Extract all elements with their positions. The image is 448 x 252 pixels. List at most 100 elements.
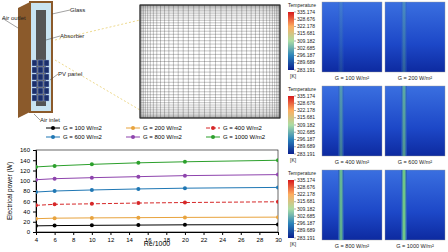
colorbar-tick — [294, 216, 296, 217]
colorbar-unit: [K] — [290, 241, 297, 247]
colorbar-label: 335.174 — [297, 93, 315, 99]
x-tick: 6 — [53, 232, 57, 243]
x-axis-title: Re/1000 — [144, 240, 171, 247]
panel-caption: G = 400 W/m² — [335, 159, 370, 165]
pv-cell — [38, 74, 43, 80]
x-tick-mark — [129, 232, 130, 235]
series-line — [36, 225, 278, 226]
colorbar-label: 296.187 — [297, 136, 315, 142]
y-tick-label: 60 — [23, 199, 30, 205]
series-marker — [136, 216, 140, 220]
y-tick: 100 — [20, 178, 36, 184]
series-line — [36, 217, 278, 219]
colorbar-label: 335.174 — [297, 9, 315, 15]
mesh-line — [140, 15, 280, 16]
pv-cell — [32, 74, 37, 80]
y-tick: 40 — [23, 209, 36, 215]
colorbar-tick — [294, 125, 296, 126]
mesh-line — [140, 44, 280, 45]
series-marker — [183, 223, 187, 227]
y-tick-label: 20 — [23, 219, 30, 225]
colorbar-tick — [294, 70, 296, 71]
colorbar-label: 328.676 — [297, 184, 315, 190]
x-tick: 28 — [257, 232, 264, 243]
line-chart: 4681012141618202224262830020406080100120… — [6, 125, 282, 247]
x-tick: 8 — [72, 232, 76, 243]
x-tick-label: 10 — [89, 237, 96, 243]
colorbar-label: 309.182 — [297, 38, 315, 44]
hot-stripe — [338, 86, 344, 156]
panel-caption: G = 800 W/m² — [335, 243, 370, 249]
mesh — [140, 5, 280, 118]
diagram-label: PV panel — [58, 71, 82, 77]
x-tick-mark — [222, 232, 223, 235]
x-tick-mark — [110, 232, 111, 235]
series-marker — [136, 175, 140, 179]
pv-cell — [32, 95, 37, 101]
series-marker — [36, 165, 38, 169]
x-tick-mark — [166, 232, 167, 235]
colorbar-title: Temperature — [288, 86, 316, 92]
series-marker — [53, 224, 57, 228]
colorbar-tick — [294, 117, 296, 118]
series-marker — [90, 162, 94, 166]
series-marker — [276, 173, 278, 177]
mesh-line — [140, 82, 280, 83]
colorbar-label: 283.191 — [297, 67, 315, 73]
series-marker — [36, 203, 38, 207]
series-marker — [183, 160, 187, 164]
pv-cell — [44, 95, 49, 101]
plot-frame — [36, 150, 278, 232]
mesh-line — [140, 50, 280, 51]
series-marker — [90, 202, 94, 206]
mesh-line — [140, 117, 280, 118]
pv-cell — [32, 81, 37, 87]
colorbar-title: Temperature — [288, 2, 316, 8]
colorbar-tick — [294, 201, 296, 202]
colorbar-tick — [294, 110, 296, 111]
y-tick-mark — [33, 191, 36, 192]
series-marker — [53, 177, 57, 181]
mesh-line — [140, 94, 280, 95]
mesh-line — [140, 17, 280, 18]
colorbar-label: 315.681 — [297, 198, 315, 204]
colorbar-tick — [294, 96, 296, 97]
x-tick-label: 6 — [53, 237, 57, 243]
mesh-line — [140, 34, 280, 35]
mesh-line — [140, 75, 280, 76]
colorbar-label: 296.187 — [297, 52, 315, 58]
mesh-line — [140, 72, 280, 73]
y-tick: 0 — [27, 229, 36, 235]
colorbar-label: 322.178 — [297, 191, 315, 197]
x-tick-mark — [148, 232, 149, 235]
colorbar-tick — [294, 146, 296, 147]
x-tick: 26 — [238, 232, 245, 243]
y-tick: 80 — [23, 188, 36, 194]
mesh-line — [140, 22, 280, 23]
mesh-line — [140, 5, 280, 6]
series-line — [36, 160, 278, 167]
colorbar-label: 322.178 — [297, 23, 315, 29]
colorbar-tick — [294, 223, 296, 224]
pv-panel — [32, 60, 49, 101]
pv-cell — [38, 95, 43, 101]
x-tick-label: 12 — [108, 237, 115, 243]
series-line — [36, 175, 278, 180]
mesh-line — [140, 13, 280, 14]
mesh-line — [140, 112, 280, 113]
series-marker — [276, 223, 278, 227]
x-tick: 24 — [219, 232, 226, 243]
series-marker — [183, 174, 187, 178]
series-marker — [136, 223, 140, 227]
plot-marks — [36, 158, 278, 228]
x-tick: 10 — [89, 232, 96, 243]
x-tick-mark — [204, 232, 205, 235]
x-tick-mark — [185, 232, 186, 235]
legend-marker — [131, 135, 135, 139]
pv-cell — [44, 88, 49, 94]
leader-line — [52, 10, 70, 14]
colorbar-tick — [294, 33, 296, 34]
hot-stripe — [338, 2, 344, 72]
legend-label: G = 600 W/m2 — [63, 134, 103, 140]
series-marker — [36, 217, 38, 221]
